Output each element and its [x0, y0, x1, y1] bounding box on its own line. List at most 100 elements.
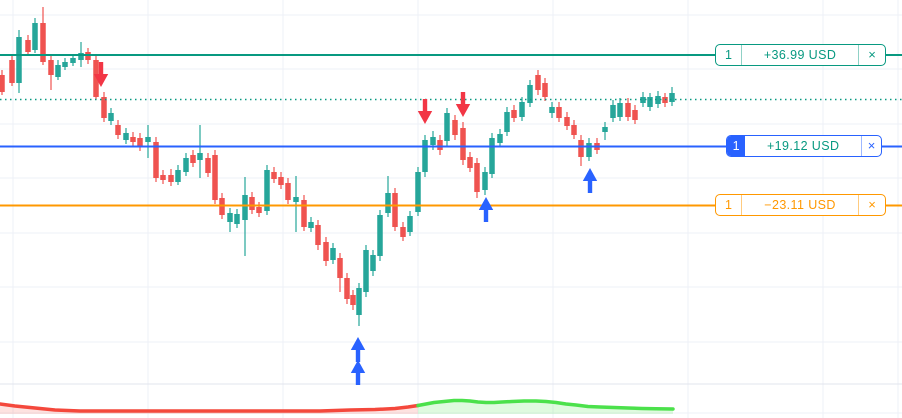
candle-body [527, 85, 533, 103]
candle-body [640, 97, 646, 103]
candle-body [25, 40, 31, 52]
candle-body [249, 197, 255, 210]
candle-body [350, 295, 356, 305]
buy-arrow-marker[interactable] [582, 168, 598, 193]
candle-body [556, 107, 562, 118]
candle-body [377, 215, 383, 256]
position-qty[interactable]: 1 [716, 45, 743, 65]
candle-body [437, 140, 443, 150]
candle-body [497, 134, 503, 143]
candle-body [32, 23, 38, 50]
candle-body [363, 250, 369, 292]
candle-body [9, 60, 15, 83]
candle-body [617, 103, 623, 117]
candle-body [474, 163, 480, 192]
candle-body [564, 117, 570, 126]
candle-body [647, 97, 653, 107]
position-pl-value: −23.11 USD [764, 198, 836, 212]
candle-body [242, 195, 248, 220]
candle-body [168, 175, 174, 182]
candle-body [62, 62, 68, 67]
indicator-red-line[interactable] [0, 402, 420, 413]
candle-body [400, 227, 406, 237]
candle-body [632, 110, 638, 120]
candle-body [392, 193, 398, 227]
candle-body [452, 120, 458, 135]
position-label-entry[interactable]: 1 +19.12 USD × [726, 135, 882, 157]
candle-body [323, 242, 329, 261]
candle-body [160, 175, 166, 180]
candle-body [48, 60, 54, 75]
buy-arrow-marker[interactable] [350, 360, 366, 385]
position-pl-value: +19.12 USD [766, 139, 840, 153]
candle-body [315, 225, 321, 245]
close-position-icon[interactable]: × [861, 136, 881, 156]
candle-body [467, 157, 473, 168]
candle-body [549, 107, 555, 113]
sell-arrow-marker[interactable] [93, 62, 109, 87]
candle-body [356, 288, 362, 315]
candle-body [55, 65, 61, 77]
candle-body [385, 193, 391, 213]
candle-body [571, 125, 577, 135]
candle-body [130, 137, 136, 142]
candle-body [78, 53, 84, 60]
position-label-take-profit[interactable]: 1 +36.99 USD × [715, 44, 886, 66]
candle-body [108, 113, 114, 121]
position-qty[interactable]: 1 [727, 136, 746, 156]
candle-body [40, 23, 46, 62]
candle-body [602, 127, 608, 132]
candle-body [444, 113, 450, 141]
candle-body [93, 60, 99, 97]
candle-body [70, 58, 76, 63]
sell-arrow-marker[interactable] [455, 92, 471, 117]
candle-body [370, 255, 376, 271]
candle-body [519, 102, 525, 117]
arrows-layer [93, 62, 598, 385]
candle-body [153, 142, 159, 178]
candle-body [285, 183, 291, 200]
candle-body [301, 200, 307, 227]
candle-body [256, 207, 262, 213]
candle-body [264, 170, 270, 211]
close-position-icon[interactable]: × [858, 45, 885, 65]
candle-body [271, 172, 277, 179]
candle-body [183, 158, 189, 172]
indicator-layer [0, 398, 675, 414]
candle-body [293, 197, 299, 202]
position-label-stop-loss[interactable]: 1 −23.11 USD × [715, 194, 886, 216]
candle-body [610, 105, 616, 118]
buy-arrow-marker[interactable] [350, 337, 366, 362]
candle-body [0, 75, 5, 92]
candle-body [415, 172, 421, 212]
candle-body [330, 248, 336, 260]
candle-body [278, 177, 284, 185]
candle-body [655, 96, 661, 104]
candle-body [115, 125, 121, 135]
candle-body [489, 138, 495, 174]
candle-body [669, 93, 675, 102]
candle-body [197, 153, 203, 160]
candle-body [308, 222, 314, 228]
candle-body [625, 103, 631, 117]
candle-body [511, 110, 517, 118]
position-qty[interactable]: 1 [716, 195, 743, 215]
candle-body [504, 112, 510, 132]
candle-body [407, 216, 413, 232]
indicator-green-line[interactable] [416, 398, 675, 411]
buy-arrow-marker[interactable] [478, 197, 494, 222]
sell-arrow-marker[interactable] [417, 99, 433, 124]
candle-body [175, 170, 181, 182]
close-position-icon[interactable]: × [858, 195, 885, 215]
level-lines-layer [0, 54, 902, 207]
candle-body [586, 143, 592, 157]
candle-body [337, 258, 343, 278]
candle-body [578, 140, 584, 157]
candle-body [190, 155, 196, 163]
position-pl-value: +36.99 USD [763, 48, 837, 62]
candle-body [205, 158, 211, 173]
candle-body [145, 137, 151, 142]
